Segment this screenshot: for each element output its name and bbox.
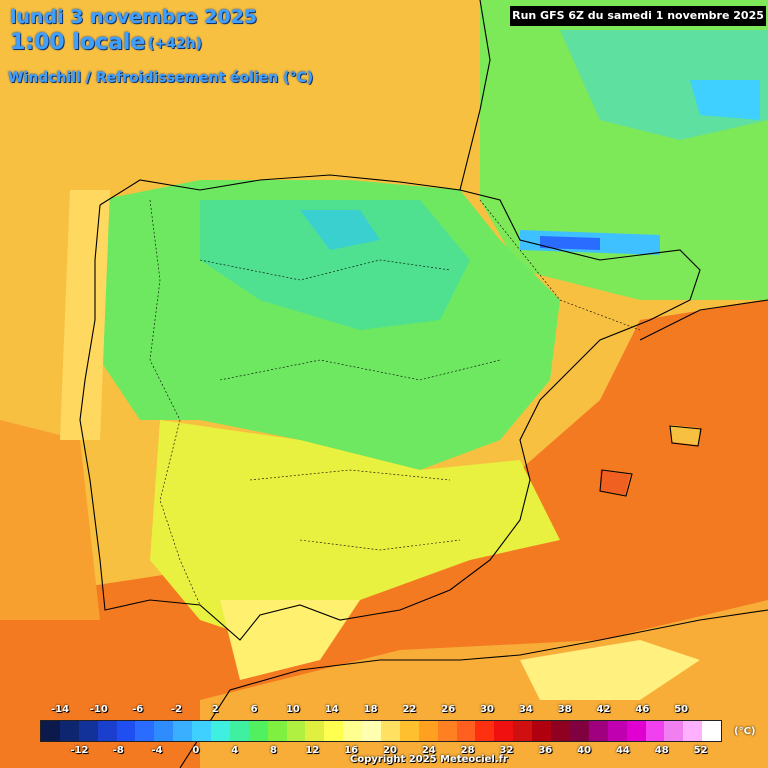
legend-swatch	[41, 721, 60, 741]
legend-label-bottom: 0	[192, 745, 200, 756]
legend-swatch	[532, 721, 552, 741]
legend-swatch	[211, 721, 230, 741]
legend-swatch	[173, 721, 193, 741]
copyright: Copyright 2025 Meteociel.fr	[350, 754, 508, 765]
legend-label-top: -14	[50, 704, 70, 715]
legend-swatch	[588, 721, 608, 741]
legend-label-bottom: 12	[305, 745, 320, 756]
legend-unit: (°C)	[734, 726, 756, 737]
legend-label-bottom: 44	[615, 745, 630, 756]
legend-label-bottom: 28	[460, 745, 475, 756]
legend-label-bottom: -4	[151, 745, 163, 756]
legend-label-top: 46	[635, 704, 650, 715]
legend-swatch	[437, 721, 457, 741]
legend-label-top: 50	[674, 704, 689, 715]
legend-swatch	[607, 721, 627, 741]
legend-swatch	[154, 721, 174, 741]
legend-label-bottom: 16	[344, 745, 359, 756]
color-legend	[40, 720, 722, 742]
legend-label-bottom: 36	[538, 745, 553, 756]
legend-label-top: -6	[132, 704, 144, 715]
legend-label-top: 6	[250, 704, 258, 715]
legend-swatch	[456, 721, 476, 741]
legend-swatch	[192, 721, 212, 741]
legend-swatch	[626, 721, 646, 741]
legend-swatch	[59, 721, 79, 741]
legend-swatch	[267, 721, 287, 741]
legend-swatch	[645, 721, 665, 741]
legend-label-top: 2	[211, 704, 219, 715]
legend-swatch	[78, 721, 98, 741]
legend-label-top: 34	[518, 704, 533, 715]
legend-swatch	[229, 721, 249, 741]
run-label: Run GFS 6Z du samedi 1 novembre 2025	[510, 6, 766, 26]
legend-label-bottom: 32	[499, 745, 514, 756]
legend-swatch	[418, 721, 438, 741]
legend-label-bottom: 48	[654, 745, 669, 756]
legend-label-top: 10	[285, 704, 300, 715]
parameter-title: Windchill / Refroidissement éolien (°C)	[8, 70, 314, 86]
legend-label-top: -10	[89, 704, 108, 715]
legend-label-top: -2	[170, 704, 183, 715]
legend-swatch	[569, 721, 589, 741]
legend-label-top: 42	[596, 704, 611, 715]
legend-label-bottom: 40	[577, 745, 592, 756]
legend-swatch	[116, 721, 136, 741]
legend-label-top: 30	[480, 704, 495, 715]
legend-swatch	[324, 721, 344, 741]
legend-label-bottom: 20	[383, 745, 397, 756]
legend-label-bottom: 52	[693, 745, 708, 756]
legend-label-bottom: -12	[70, 745, 89, 756]
legend-swatch	[305, 721, 325, 741]
legend-swatch	[343, 721, 363, 741]
forecast-offset: (+42h)	[148, 36, 202, 52]
legend-swatch	[683, 721, 703, 741]
legend-swatch	[494, 721, 514, 741]
forecast-date: lundi 3 novembre 2025	[10, 6, 258, 28]
legend-swatch	[702, 721, 722, 741]
legend-label-bottom: 4	[231, 745, 239, 756]
legend-label-bottom: 24	[421, 745, 436, 756]
legend-label-top: 38	[557, 704, 572, 715]
legend-label-top: 22	[402, 704, 417, 715]
legend-swatch	[475, 721, 495, 741]
legend-swatch	[513, 721, 533, 741]
legend-swatch	[286, 721, 306, 741]
legend-swatch	[381, 721, 400, 741]
legend-swatch	[399, 721, 419, 741]
legend-label-bottom: -8	[112, 745, 124, 756]
legend-swatch	[664, 721, 684, 741]
legend-label-top: 18	[363, 704, 378, 715]
forecast-time: 1:00 locale	[10, 30, 146, 55]
legend-swatch	[135, 721, 155, 741]
legend-label-top: 26	[441, 704, 456, 715]
legend-swatch	[551, 721, 570, 741]
legend-label-bottom: 8	[270, 745, 277, 756]
legend-swatch	[248, 721, 268, 741]
legend-swatch	[362, 721, 382, 741]
legend-swatch	[97, 721, 117, 741]
legend-label-top: 14	[324, 704, 339, 715]
